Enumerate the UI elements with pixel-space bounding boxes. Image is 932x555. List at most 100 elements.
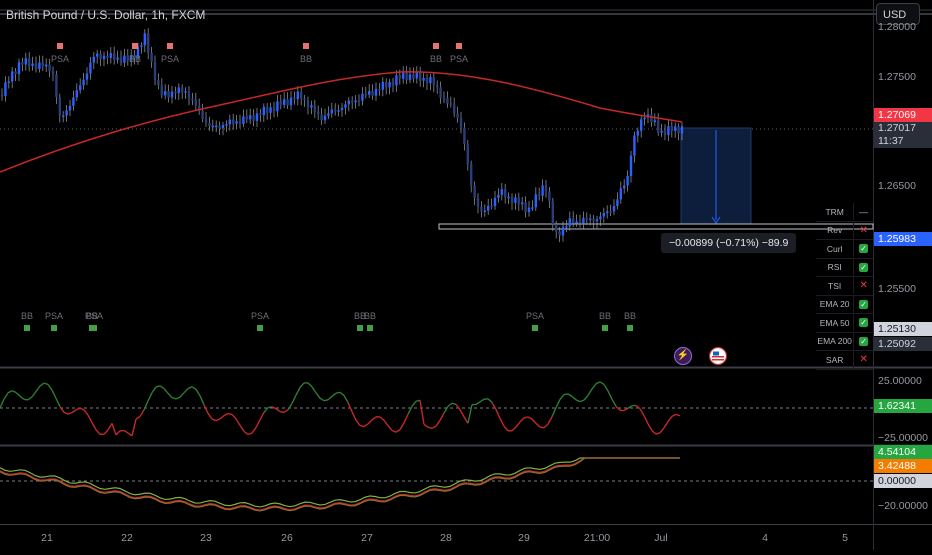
signal-marker-bottom [51, 325, 57, 331]
signal-label-bottom: PSA [526, 311, 544, 321]
candle-body [643, 118, 645, 120]
candle-body [521, 202, 523, 204]
candle-body [446, 98, 448, 103]
check-icon: ✓ [853, 333, 873, 350]
candle-body [609, 211, 611, 213]
candle-body [358, 100, 360, 102]
osc1-tick: −25.00000 [874, 431, 932, 445]
osc1-segment [584, 395, 588, 400]
signal-marker-top [433, 43, 439, 49]
osc1-segment [336, 392, 340, 393]
candle-body [371, 91, 373, 96]
candle-body [620, 188, 622, 199]
candle-body [144, 33, 146, 45]
osc1-segment [548, 417, 552, 424]
candle-body [225, 124, 227, 126]
candle-body [467, 144, 469, 164]
candle-body [555, 224, 557, 231]
dash-icon: — [853, 203, 873, 220]
candle-body [463, 128, 465, 144]
osc1-segment [276, 409, 280, 412]
trm-row-label: RSI [816, 262, 853, 272]
candle-body [677, 126, 679, 133]
time-axis-label: 23 [200, 532, 212, 544]
candle-body [116, 58, 118, 60]
osc1-segment [160, 386, 164, 389]
candle-body [572, 218, 574, 223]
candle-body [341, 108, 343, 111]
time-axis-label: 28 [440, 532, 452, 544]
candle-body [494, 198, 496, 206]
candle-body [535, 194, 537, 207]
osc1-segment [344, 396, 348, 403]
osc1-segment [208, 413, 212, 419]
candle-body [596, 219, 598, 221]
candle-body [222, 125, 224, 128]
osc1-segment [144, 401, 148, 410]
lightning-icon[interactable]: ⚡ [674, 347, 692, 365]
osc1-segment [500, 418, 504, 426]
price-tick: 1.26500 [874, 179, 932, 193]
signal-label-bottom: BB [599, 311, 611, 321]
candle-body [616, 199, 618, 206]
candle-body [439, 87, 441, 98]
osc1-segment [340, 392, 344, 395]
signal-marker-bottom [257, 325, 263, 331]
osc1-segment [396, 430, 400, 433]
trm-row: TSI✕ [816, 277, 873, 296]
osc1-segment [464, 417, 468, 423]
osc1-segment [432, 426, 436, 428]
trm-row-label: SAR [816, 355, 853, 365]
check-icon: ✓ [853, 240, 873, 257]
osc1-segment [356, 420, 360, 425]
osc1-segment [532, 419, 536, 423]
candle-body [72, 97, 74, 106]
osc1-segment [324, 400, 328, 401]
osc1-segment [348, 403, 352, 412]
osc2-value-zero: 0.00000 [874, 474, 932, 488]
osc1-segment [136, 416, 140, 419]
candle-body [433, 77, 435, 85]
trm-row: EMA 50✓ [816, 314, 873, 333]
osc1-segment [384, 420, 388, 425]
signal-label-top: BB [129, 54, 141, 64]
us-flag-icon[interactable] [709, 347, 727, 365]
candle-body [290, 98, 292, 106]
candle-body [589, 219, 591, 221]
candle-body [273, 107, 275, 111]
osc1-segment [308, 383, 312, 387]
candle-body [569, 218, 571, 226]
candle-body [25, 58, 27, 64]
osc1-segment [288, 404, 292, 410]
candle-body [490, 206, 492, 208]
trm-row: EMA 200✓ [816, 333, 873, 352]
signal-marker-bottom [91, 325, 97, 331]
candle-body [1, 95, 3, 97]
osc1-segment [536, 423, 540, 427]
time-axis-label: 22 [121, 532, 133, 544]
candle-body [426, 78, 428, 83]
osc1-segment [676, 414, 680, 415]
candle-body [52, 71, 54, 74]
osc1-segment [256, 420, 260, 428]
candle-body [351, 101, 353, 103]
osc1-segment [436, 420, 440, 426]
osc1-segment [184, 389, 188, 393]
trm-row-label: EMA 50 [816, 318, 853, 328]
candle-body [657, 120, 659, 132]
osc1-segment [228, 413, 232, 414]
osc1-segment [520, 418, 524, 422]
time-axis-label: 5 [842, 532, 848, 544]
candle-countdown: 11:37 [878, 135, 932, 148]
osc1-segment [540, 427, 544, 428]
trm-row: Rev✕ [816, 222, 873, 241]
osc1-segment [60, 407, 64, 413]
candle-body [79, 85, 81, 90]
trm-row-label: Curl [816, 244, 853, 254]
measure-label: −0.00899 (−0.71%) −89.9 [661, 233, 796, 253]
candle-body [368, 91, 370, 95]
candle-body [178, 87, 180, 93]
candle-body [416, 73, 418, 79]
